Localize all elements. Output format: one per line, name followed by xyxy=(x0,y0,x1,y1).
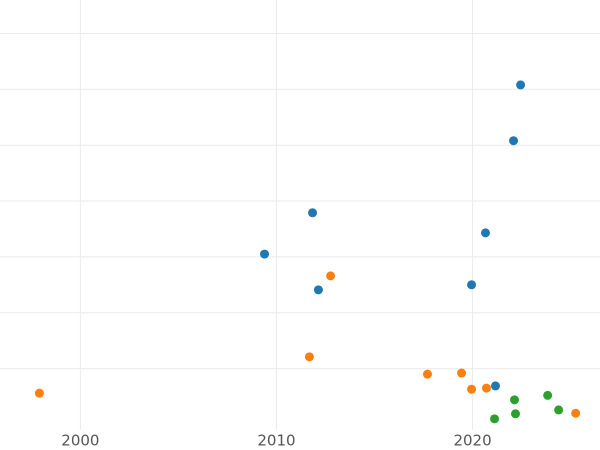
point xyxy=(308,208,318,218)
point xyxy=(490,414,500,424)
point xyxy=(260,249,270,259)
point xyxy=(467,384,477,394)
point xyxy=(554,405,564,415)
point xyxy=(457,368,467,378)
point xyxy=(510,409,520,419)
point xyxy=(510,395,520,405)
point xyxy=(304,352,314,362)
point xyxy=(467,280,477,290)
point xyxy=(481,383,491,393)
point xyxy=(480,228,490,238)
point xyxy=(34,388,44,398)
point xyxy=(509,136,519,146)
point xyxy=(422,369,432,379)
x-tick-label: 2020 xyxy=(453,432,491,450)
point xyxy=(490,381,500,391)
point xyxy=(516,80,526,90)
x-tick-label: 2010 xyxy=(257,432,295,450)
point xyxy=(326,271,336,281)
x-tick-label: 2000 xyxy=(61,432,99,450)
point xyxy=(543,390,553,400)
point xyxy=(313,285,323,295)
point xyxy=(571,408,581,418)
